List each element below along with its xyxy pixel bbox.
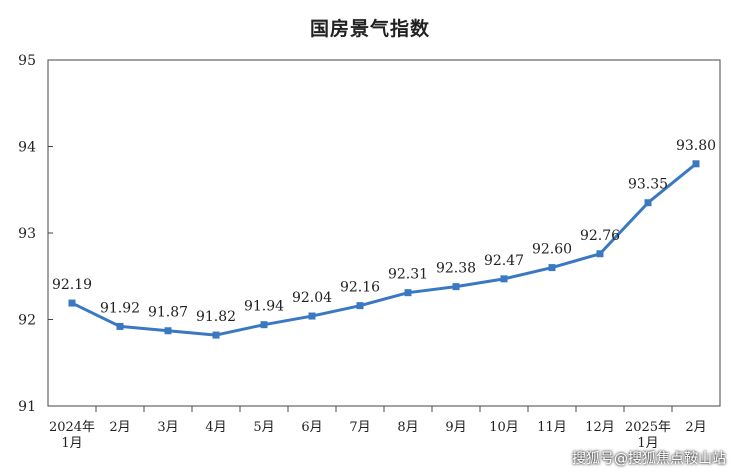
y-tick-labels: 91 92 93 94 95 (18, 53, 36, 415)
x-tick-label: 4月 (205, 420, 226, 435)
data-label: 92.31 (388, 267, 428, 283)
data-label: 92.47 (484, 253, 524, 269)
data-label: 92.16 (340, 280, 380, 296)
data-point (692, 160, 700, 168)
data-point (68, 299, 76, 307)
data-point (500, 275, 508, 283)
data-label: 91.82 (196, 309, 236, 325)
data-label: 91.92 (100, 300, 140, 316)
axes (47, 59, 721, 412)
data-label: 92.38 (436, 261, 476, 277)
x-tick-label: 5月 (253, 420, 274, 435)
data-point (308, 312, 316, 320)
x-tick-label: 2024年 (49, 420, 95, 435)
data-point (212, 331, 220, 339)
data-point (116, 322, 124, 330)
x-tick-label: 2025年 (625, 420, 671, 435)
x-tick-label: 1月 (61, 436, 82, 451)
x-tick-label: 2月 (685, 420, 706, 435)
y-tick-label: 95 (18, 53, 36, 69)
data-label: 92.76 (580, 228, 620, 244)
watermark-text: 搜狐号@搜狐焦点鞍山站 (572, 451, 726, 467)
series (68, 160, 700, 339)
y-tick-label: 93 (18, 226, 36, 242)
data-label: 92.04 (292, 290, 332, 306)
data-point (644, 199, 652, 207)
data-label: 93.80 (676, 138, 716, 154)
data-point (596, 250, 604, 258)
chart-title: 国房景气指数 (309, 18, 430, 40)
series-line (71, 162, 697, 337)
data-point (260, 321, 268, 329)
x-tick-label: 6月 (301, 420, 322, 435)
y-tick-label: 91 (18, 399, 36, 415)
data-point (356, 302, 364, 310)
data-label: 92.60 (532, 242, 572, 258)
data-point (548, 264, 556, 272)
data-point (164, 327, 172, 335)
x-tick-label: 9月 (445, 420, 466, 435)
y-tick-label: 94 (18, 140, 36, 156)
x-tick-label: 2月 (109, 420, 130, 435)
x-tick-label: 11月 (537, 420, 567, 435)
y-tick-label: 92 (18, 313, 36, 329)
x-tick-label: 10月 (489, 420, 519, 435)
x-tick-label: 12月 (585, 420, 615, 435)
data-label: 93.35 (628, 177, 668, 193)
x-tick-label: 1月 (637, 436, 658, 451)
data-point (404, 289, 412, 297)
data-labels: 92.19 91.92 91.87 91.82 91.94 92.04 92.16 92.31… (52, 138, 716, 325)
x-tick-label: 7月 (349, 420, 370, 435)
data-point (452, 283, 460, 291)
data-label: 91.87 (148, 305, 188, 321)
data-label: 92.19 (52, 277, 92, 293)
data-label: 91.94 (244, 299, 284, 315)
x-tick-label: 3月 (157, 420, 178, 435)
x-tick-label: 8月 (397, 420, 418, 435)
